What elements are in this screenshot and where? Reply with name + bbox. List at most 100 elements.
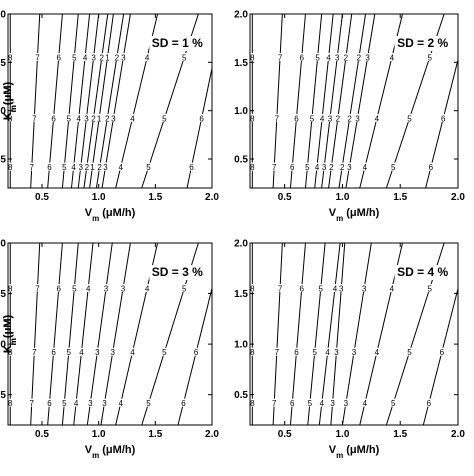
contour-label: 4 [130,114,135,123]
contour-label: 6 [56,285,61,294]
contour-line-5 [304,14,323,188]
contour-label: 6 [181,399,186,408]
contour-line-6 [186,65,212,188]
contour-label: 6 [51,348,56,357]
contour-label: 3 [78,163,83,172]
contour-line-3 [101,14,131,188]
contour-label: 4 [320,114,325,123]
contour-label: 7 [30,399,35,408]
contour-label: 2 [85,163,90,172]
contour-label: 3 [344,399,349,408]
x-tick-label: 1.5 [393,429,407,440]
contour-label: 3 [110,348,115,357]
contour-label: 5 [146,163,151,172]
contour-label: 3 [339,285,344,294]
contour-line-4 [314,14,334,188]
x-axis-label-unit: (μM/h) [99,207,135,219]
contour-label: 8 [8,348,13,357]
contour-label: 6 [199,114,204,123]
contour-label: 4 [390,54,395,63]
x-tick-label: 1.0 [335,429,349,440]
contour-line-6 [289,14,306,188]
sd-annotation: SD = 4 % [397,265,448,279]
contour-label: 4 [390,285,395,294]
contour-line-2 [338,14,367,188]
contour-label: 7 [278,54,283,63]
contour-label: 4 [333,285,338,294]
x-tick-label: 2.0 [205,429,219,440]
contour-label: 5 [427,285,432,294]
contour-label: 6 [294,114,299,123]
contour-line-3 [86,243,113,425]
contour-label: 4 [74,399,79,408]
contour-label: 4 [76,114,81,123]
y-axis-label-sub: m [9,105,18,112]
y-tick-label: 0.5 [0,390,6,401]
x-tick-label: 1.0 [335,192,349,203]
y-tick-label: 2.0 [0,239,6,250]
contour-label: 2 [344,54,349,63]
contour-label: 4 [363,163,368,172]
contour-label: 6 [441,114,446,123]
contour-line-3 [321,14,343,188]
contour-label: 4 [375,348,380,357]
contour-label: 4 [145,54,150,63]
contour-label: 6 [299,285,304,294]
contour-line-6 [47,243,63,425]
contour-label: 5 [319,285,324,294]
contour-label: 3 [322,163,327,172]
plot-frame [7,242,213,426]
contour-label: 8 [250,348,255,357]
contour-label: 3 [347,163,352,172]
y-tick-label: 1.5 [0,289,6,300]
sd-annotation: SD = 2 % [397,36,448,50]
contour-label: 3 [91,54,96,63]
contour-label: 5 [427,54,432,63]
y-tick-label: 1.0 [234,340,248,351]
x-tick-label: 1.0 [92,192,106,203]
y-axis-label: Km(μM) [2,82,18,121]
contour-line-5 [61,243,79,425]
contour-label: 6 [440,348,445,357]
contour-label: 8 [8,163,13,172]
contour-line-4 [318,243,341,425]
contour-label: 4 [118,163,123,172]
contour-label: 6 [47,163,52,172]
contour-label: 8 [8,399,13,408]
contour-line-2 [83,14,109,188]
sd-annotation: SD = 1 % [152,36,203,50]
contour-label: 5 [308,399,313,408]
contour-label: 3 [95,348,100,357]
panel-1: 888777666555444333222111222333444555660.… [0,10,219,223]
y-tick-label: 1.5 [234,289,248,300]
contour-label: 6 [51,114,56,123]
contour-line-4 [70,14,91,188]
x-tick-label: 1.5 [148,429,162,440]
contour-label: 8 [8,285,13,294]
contour-line-7 [30,14,41,188]
contour-label: 5 [72,285,77,294]
contour-label: 8 [8,114,13,123]
x-axis-label-unit: (μM/h) [99,444,135,456]
contour-label: 5 [407,114,412,123]
y-axis-label: Km(μM) [2,82,18,121]
contour-label: 8 [250,163,255,172]
contour-label: 4 [83,54,88,63]
y-axis-label-unit: (μM) [2,315,14,339]
contour-label: 5 [312,348,317,357]
contour-label: 4 [130,348,135,357]
sd-annotation: SD = 3 % [152,265,203,279]
contour-label: 6 [427,399,432,408]
contour-label: 5 [62,399,67,408]
contour-line-2 [328,14,353,188]
contour-line-3 [100,243,131,425]
x-axis-label-unit: (μM/h) [343,207,379,219]
y-tick-label: 0.5 [234,155,248,166]
contour-label: 4 [71,163,76,172]
contour-label: 7 [278,285,283,294]
contour-line-2 [95,14,125,188]
contour-label: 3 [328,114,333,123]
contour-label: 6 [290,399,295,408]
